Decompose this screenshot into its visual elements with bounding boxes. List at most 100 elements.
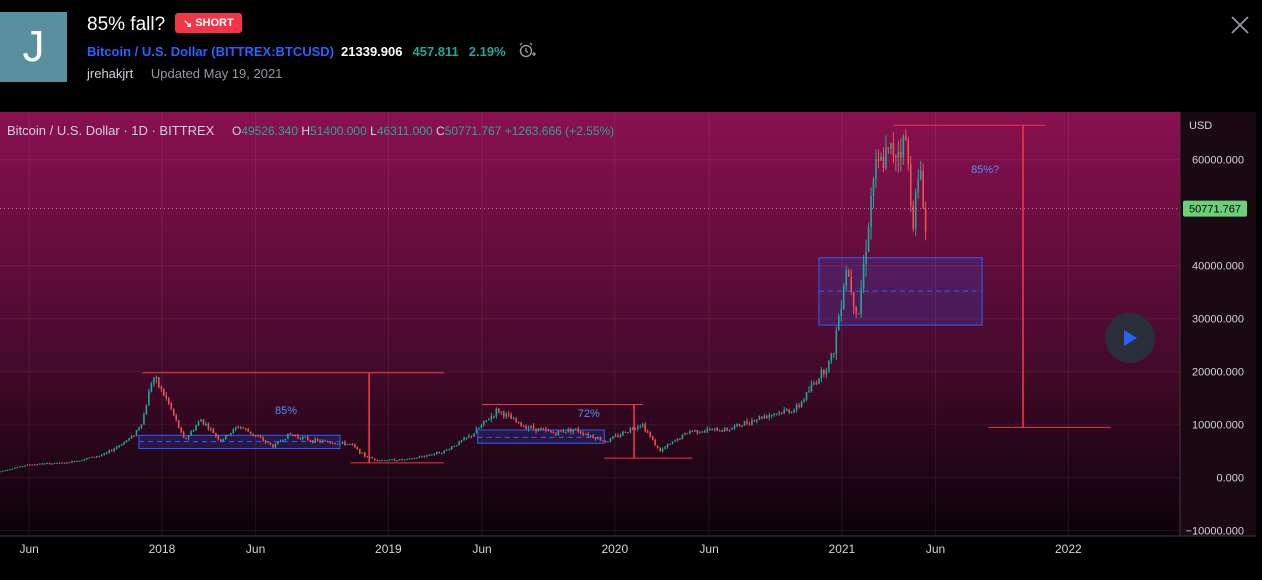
candle-body — [589, 435, 592, 437]
time-tick-label: Jun — [19, 542, 38, 556]
candle-body — [614, 435, 617, 437]
add-alert-icon[interactable] — [518, 42, 536, 61]
candle-body — [785, 409, 788, 411]
badge-label: SHORT — [195, 17, 234, 29]
legend-high-label: H — [301, 124, 311, 138]
candle-body — [803, 399, 805, 402]
candle-body — [438, 451, 441, 454]
candle-body — [145, 405, 148, 415]
candle-body — [500, 411, 503, 413]
candle-body — [202, 419, 205, 425]
close-icon[interactable] — [1228, 13, 1252, 37]
candle-body — [41, 463, 43, 465]
candle-body — [187, 435, 190, 439]
candle-body — [867, 227, 870, 252]
price-tick-label: 0.000 — [1216, 473, 1244, 485]
candle-body — [805, 392, 808, 400]
candle-body — [914, 192, 917, 229]
legend-high: 51400.000 — [310, 124, 367, 138]
candle-body — [815, 383, 818, 385]
candle-body — [919, 170, 922, 179]
candle-body — [890, 143, 892, 149]
candle-body — [100, 455, 103, 457]
candle-body — [98, 455, 101, 457]
candle-body — [565, 431, 567, 433]
candle-body — [264, 440, 267, 443]
candle-body — [498, 408, 500, 413]
candle-body — [743, 421, 746, 426]
candle-body — [512, 418, 515, 420]
candle-body — [530, 425, 532, 428]
candle-body — [232, 429, 235, 433]
candle-body — [569, 428, 572, 432]
legend-title: Bitcoin / U.S. Dollar · 1D · BITTREX — [7, 123, 215, 138]
candle-body — [634, 428, 637, 430]
time-scale-background — [0, 536, 1256, 560]
candle-body — [574, 428, 577, 430]
candle-body — [160, 387, 163, 390]
candle-body — [301, 436, 304, 440]
candle-body — [259, 436, 262, 438]
symbol-code[interactable]: BITTREX:BTCUSD — [215, 44, 330, 59]
candle-body — [865, 251, 867, 265]
play-replay-button[interactable] — [1105, 313, 1155, 363]
candle-body — [629, 428, 632, 433]
candle-body — [766, 415, 768, 418]
candle-body — [91, 456, 93, 458]
candle-body — [393, 459, 396, 461]
candle-body — [279, 441, 282, 443]
candle-body — [368, 457, 371, 459]
fall-percent-label: 85% — [275, 405, 297, 417]
legend-open: 49526.340 — [241, 124, 299, 138]
candle-body — [587, 434, 589, 437]
candle-body — [66, 462, 68, 464]
candle-body — [555, 433, 557, 435]
candle-body — [215, 433, 217, 436]
candle-body — [552, 432, 555, 434]
candle-body — [602, 440, 604, 442]
candle-body — [61, 462, 63, 464]
chart-area[interactable]: 60000.000 40000.000 30000.000 20000.000 1000… — [0, 112, 1256, 560]
candle-body — [502, 411, 505, 417]
candle-body — [584, 434, 587, 436]
time-tick-label: Jun — [472, 542, 491, 556]
candle-body — [788, 409, 790, 413]
candle-body — [473, 433, 475, 437]
candle-body — [840, 308, 843, 317]
legend-close: 50771.767 — [444, 124, 502, 138]
candle-body — [71, 461, 73, 463]
price-chart[interactable]: 60000.000 40000.000 30000.000 20000.000 1000… — [0, 112, 1256, 560]
candle-body — [483, 420, 485, 425]
candle-body — [282, 440, 284, 442]
candle-body — [701, 431, 704, 433]
candle-body — [14, 467, 16, 469]
symbol-name[interactable]: Bitcoin / U.S. Dollar — [87, 44, 208, 59]
candle-body — [845, 270, 848, 287]
candle-body — [239, 427, 242, 429]
candle-body — [537, 428, 540, 432]
candle-body — [599, 437, 602, 441]
candle-body — [773, 414, 776, 416]
candle-body — [597, 437, 599, 440]
candle-body — [135, 430, 138, 436]
author-avatar[interactable]: J — [0, 12, 67, 82]
candle-body — [470, 435, 473, 437]
candle-body — [624, 431, 627, 433]
candle-body — [33, 464, 36, 466]
candle-body — [140, 424, 143, 428]
candle-body — [686, 433, 689, 435]
candle-body — [870, 195, 872, 228]
candle-body — [758, 416, 761, 420]
candle-body — [321, 440, 324, 443]
candle-body — [582, 432, 584, 435]
candle-body — [711, 429, 714, 431]
last-price-tag — [1183, 200, 1247, 217]
author-name[interactable]: jrehakjrt — [87, 66, 134, 81]
candle-body — [123, 441, 125, 445]
symbol-link[interactable]: Bitcoin / U.S. Dollar (BITTREX:BTCUSD) — [87, 44, 335, 59]
candle-body — [16, 467, 19, 469]
candle-body — [58, 462, 61, 464]
legend-low-label: L — [370, 124, 377, 138]
candle-body — [842, 286, 845, 309]
candle-body — [9, 469, 11, 471]
